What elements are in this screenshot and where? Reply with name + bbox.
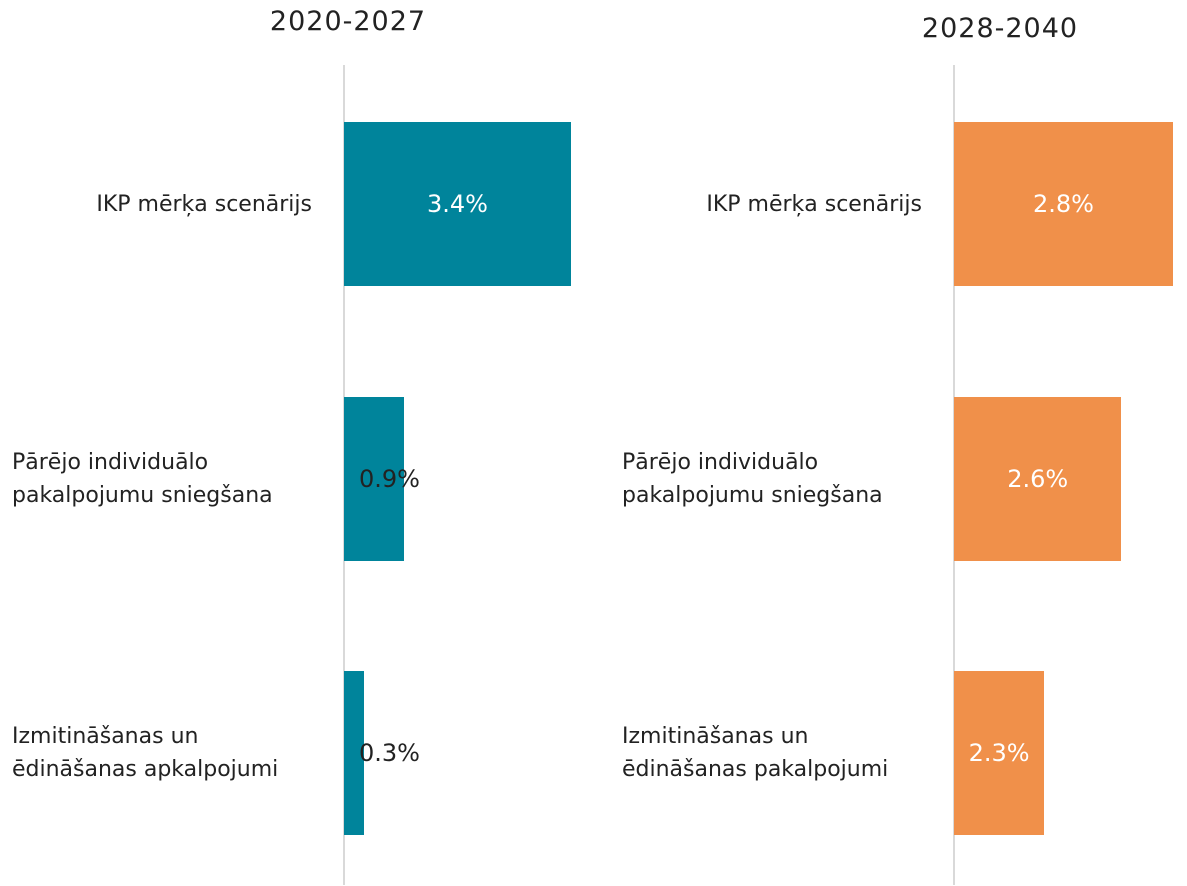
category-text: Izmitināšanas un ēdināšanas pakalpojumi <box>622 724 889 782</box>
bar <box>954 397 1122 561</box>
category-text: Pārējo individuālo pakalpojumu sniegšana <box>12 450 273 508</box>
category-label: Pārējo individuālo pakalpojumu sniegšana <box>12 439 312 519</box>
chart-title: 2028-2040 <box>921 13 1079 44</box>
value-label: 3.4% <box>427 190 488 218</box>
category-label: IKP mērķa scenārijs <box>622 164 922 244</box>
bar <box>344 671 365 835</box>
value-label: 0.9% <box>359 465 420 493</box>
category-text: Izmitināšanas un ēdināšanas apkalpojumi <box>12 724 279 782</box>
category-text: IKP mērķa scenārijs <box>96 191 312 217</box>
category-text: Pārējo individuālo pakalpojumu sniegšana <box>622 450 883 508</box>
category-label: Pārējo individuālo pakalpojumu sniegšana <box>622 439 922 519</box>
bar <box>344 397 405 561</box>
category-label: IKP mērķa scenārijs <box>12 164 312 244</box>
value-label: 2.8% <box>1033 190 1094 218</box>
bar <box>344 122 571 286</box>
category-label: Izmitināšanas un ēdināšanas apkalpojumi <box>12 713 312 793</box>
value-label: 0.3% <box>359 739 420 767</box>
bar <box>954 122 1173 286</box>
value-label: 2.3% <box>968 739 1030 767</box>
value-label: 2.6% <box>1007 465 1069 493</box>
category-label: Izmitināšanas un ēdināšanas pakalpojumi <box>622 713 922 793</box>
bar <box>954 671 1045 835</box>
chart-title: 2020-2027 <box>269 6 427 37</box>
category-text: IKP mērķa scenārijs <box>706 191 922 217</box>
